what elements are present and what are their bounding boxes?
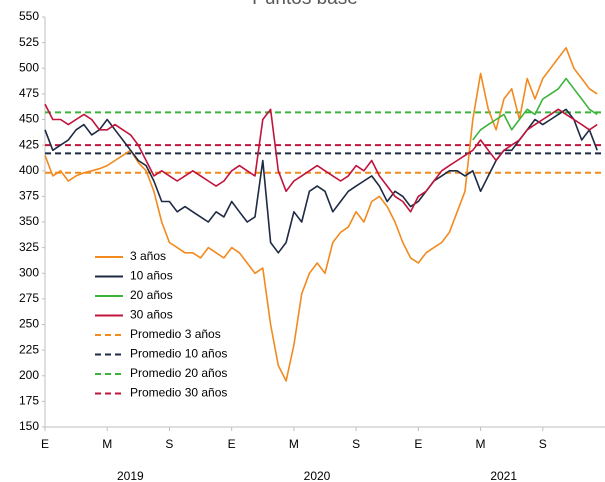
chart-title: Puntos base [252, 0, 358, 9]
legend-label: 30 años [130, 308, 173, 322]
series-line [44, 47, 598, 382]
y-tick-label: 400 [19, 163, 39, 177]
y-tick-label: 250 [19, 317, 39, 331]
y-tick-label: 175 [19, 394, 39, 408]
x-tick-label: E [228, 437, 236, 451]
year-label: 2019 [117, 469, 144, 482]
x-tick-label: M [289, 437, 299, 451]
y-tick-label: 500 [19, 60, 39, 74]
legend-label: 10 años [130, 269, 173, 283]
legend-label: Promedio 20 años [130, 366, 227, 380]
x-tick-label: E [414, 437, 422, 451]
x-tick-label: S [539, 437, 547, 451]
legend-label: Promedio 30 años [130, 386, 227, 400]
year-label: 2020 [304, 469, 331, 482]
x-tick-label: M [476, 437, 486, 451]
legend-label: 20 años [130, 288, 173, 302]
y-tick-label: 475 [19, 86, 39, 100]
y-tick-label: 375 [19, 189, 39, 203]
legend-label: 3 años [130, 249, 166, 263]
y-tick-label: 425 [19, 137, 39, 151]
x-tick-label: E [41, 437, 49, 451]
y-tick-label: 550 [19, 9, 39, 23]
y-tick-label: 525 [19, 35, 39, 49]
y-tick-label: 150 [19, 419, 39, 433]
y-tick-label: 450 [19, 112, 39, 126]
y-tick-label: 350 [19, 214, 39, 228]
series-line [44, 108, 598, 254]
y-tick-label: 275 [19, 291, 39, 305]
y-tick-label: 300 [19, 265, 39, 279]
legend-label: Promedio 10 años [130, 347, 227, 361]
x-tick-label: M [102, 437, 112, 451]
series-line [44, 103, 598, 213]
legend-label: Promedio 3 años [130, 327, 221, 341]
y-tick-label: 225 [19, 342, 39, 356]
series-line [472, 77, 598, 141]
x-tick-label: S [352, 437, 360, 451]
y-tick-label: 200 [19, 368, 39, 382]
x-tick-label: S [165, 437, 173, 451]
year-label: 2021 [490, 469, 517, 482]
y-tick-label: 325 [19, 240, 39, 254]
